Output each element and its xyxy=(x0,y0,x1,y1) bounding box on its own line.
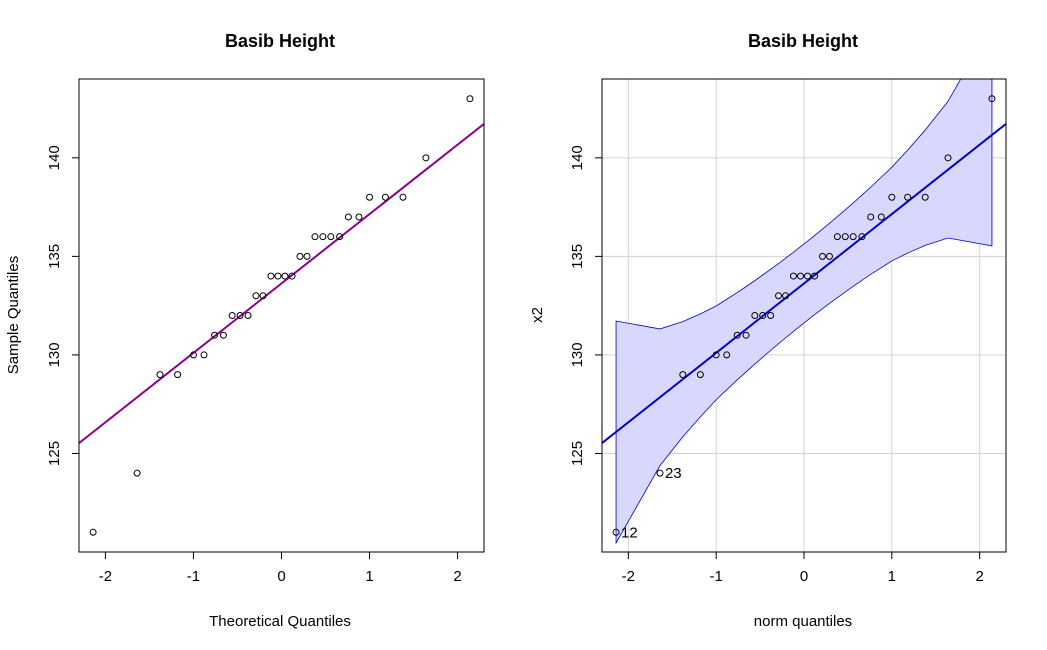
right-data-point xyxy=(775,292,783,300)
right-data-point xyxy=(612,528,620,536)
right-data-point xyxy=(888,193,896,201)
right-x-tick-label: 1 xyxy=(888,568,896,585)
left-data-point xyxy=(381,193,389,201)
left-data-point xyxy=(219,331,227,339)
right-x-tick-label: 2 xyxy=(975,568,983,585)
right-qq-plot: Basib Height norm quantiles x2 -2 -1 0 1 212… xyxy=(529,31,1007,630)
right-data-point xyxy=(679,371,687,379)
left-plot-area xyxy=(78,78,485,553)
right-data-point xyxy=(742,331,750,339)
left-data-point xyxy=(259,292,267,300)
right-data-point xyxy=(841,233,849,241)
left-x-tick-label: 1 xyxy=(365,568,373,585)
left-data-point xyxy=(327,233,335,241)
left-data-point xyxy=(311,233,319,241)
left-y-tick-label: 140 xyxy=(46,145,63,170)
left-data-point xyxy=(200,351,208,359)
right-data-point xyxy=(733,331,741,339)
left-data-point xyxy=(252,292,260,300)
right-data-point xyxy=(988,95,996,103)
left-data-point xyxy=(133,469,141,477)
left-data-point xyxy=(274,272,282,280)
left-data-point xyxy=(303,252,311,260)
left-data-point xyxy=(228,312,236,319)
right-data-point xyxy=(759,312,767,319)
right-confidence-band xyxy=(615,79,993,545)
left-data-point xyxy=(174,371,182,379)
right-data-point xyxy=(833,233,841,241)
left-data-point xyxy=(156,371,164,379)
right-data-point xyxy=(696,371,704,379)
right-data-point xyxy=(904,193,912,201)
left-x-tick-label: -2 xyxy=(99,568,112,585)
right-data-point xyxy=(825,252,833,260)
left-chart-title: Basib Height xyxy=(225,31,335,51)
left-data-point xyxy=(366,193,374,201)
right-data-point xyxy=(782,292,790,300)
right-data-point xyxy=(921,193,929,201)
right-data-point xyxy=(789,272,797,280)
right-plot-frame xyxy=(601,78,1007,553)
left-y-tick-label: 125 xyxy=(46,441,63,466)
left-y-tick-label: 135 xyxy=(46,244,63,269)
right-y-tick-label: 125 xyxy=(569,441,586,466)
right-data-point xyxy=(849,233,857,241)
left-data-point xyxy=(211,331,219,339)
right-x-tick-label: -2 xyxy=(622,568,635,585)
right-reference-line xyxy=(602,123,1006,444)
right-data-point xyxy=(656,469,664,477)
left-data-point xyxy=(189,351,197,359)
left-y-axis-label: Sample Quantiles xyxy=(5,256,22,374)
left-data-point xyxy=(281,272,289,280)
right-y-tick-label: 130 xyxy=(569,342,586,367)
left-data-point xyxy=(466,95,474,103)
right-data-point xyxy=(944,154,952,162)
right-data-point xyxy=(877,213,885,221)
right-x-tick-label: -1 xyxy=(710,568,723,585)
left-data-point xyxy=(355,213,363,221)
right-data-point xyxy=(804,272,812,280)
right-data-point xyxy=(751,312,759,319)
right-y-tick-label: 135 xyxy=(569,244,586,269)
left-data-point xyxy=(89,528,97,536)
left-data-point xyxy=(399,193,407,201)
left-data-point xyxy=(422,154,430,162)
left-data-point xyxy=(267,272,275,280)
left-data-point xyxy=(344,213,352,221)
right-data-point xyxy=(712,351,720,359)
right-data-point xyxy=(767,312,775,319)
left-data-point xyxy=(236,312,244,319)
left-data-point xyxy=(288,272,296,280)
left-data-point xyxy=(244,312,252,319)
right-data-point xyxy=(796,272,804,280)
right-x-tick-label: 0 xyxy=(800,568,808,585)
right-data-point xyxy=(723,351,731,359)
right-data-point xyxy=(867,213,875,221)
left-y-tick-label: 130 xyxy=(46,342,63,367)
right-plot-area: 12 23 xyxy=(601,78,1007,553)
left-x-axis-label: Theoretical Quantiles xyxy=(209,613,351,630)
right-chart-title: Basib Height xyxy=(748,31,858,51)
right-y-tick-label: 140 xyxy=(569,145,586,170)
right-x-axis-label: norm quantiles xyxy=(754,613,852,630)
left-plot-frame xyxy=(78,78,485,553)
right-point-label: 23 xyxy=(665,465,682,482)
right-data-point xyxy=(858,233,866,241)
right-point-label: 12 xyxy=(621,524,638,541)
left-axis-ticks: -2 -1 0 1 2 125 130 135 140 xyxy=(46,145,462,585)
left-reference-line xyxy=(79,123,484,444)
left-x-tick-label: -1 xyxy=(187,568,200,585)
left-x-tick-label: 2 xyxy=(453,568,461,585)
left-x-tick-label: 0 xyxy=(277,568,285,585)
left-data-point xyxy=(336,233,344,241)
right-data-point xyxy=(811,272,819,280)
left-data-point xyxy=(296,252,304,260)
left-qq-plot: Basib Height Theoretical Quantiles Sampl… xyxy=(5,31,485,630)
left-data-point xyxy=(319,233,327,241)
right-y-axis-label: x2 xyxy=(529,307,546,323)
right-data-point xyxy=(818,252,826,260)
